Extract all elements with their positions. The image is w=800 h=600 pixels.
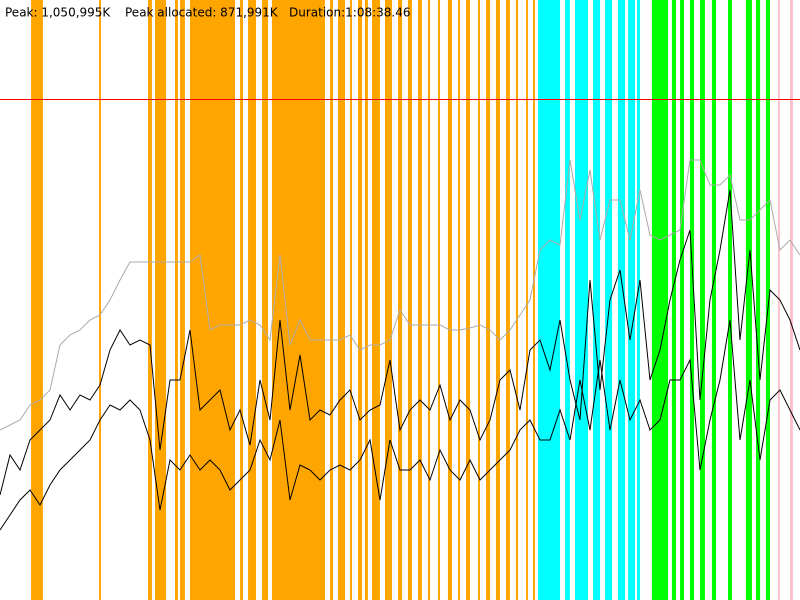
phase-band [357, 0, 363, 600]
phase-band [628, 0, 635, 600]
phase-band [728, 0, 732, 600]
phase-band [605, 0, 613, 600]
phase-band [148, 0, 152, 600]
phase-band [574, 0, 588, 600]
phase-band [384, 0, 392, 600]
phase-band [364, 0, 368, 600]
phase-band [350, 0, 352, 600]
phase-band [506, 0, 510, 600]
phase-band [371, 0, 380, 600]
phase-band [262, 0, 269, 600]
header: Peak: 1,050,995K Peak allocated: 871,991… [5, 6, 411, 20]
memory-lines [0, 159, 800, 531]
phase-band [248, 0, 257, 600]
phase-band [189, 0, 236, 600]
peak-allocated-label: Peak allocated: 871,991K [125, 6, 279, 20]
phase-band [465, 0, 471, 600]
phase-band [636, 0, 641, 600]
phase-band [458, 0, 460, 600]
memory-line [0, 189, 800, 496]
phase-band [271, 0, 325, 600]
phase-band [526, 0, 528, 600]
phase-band [533, 0, 535, 600]
phase-band [680, 0, 684, 600]
phase-band [180, 0, 185, 600]
phase-band [515, 0, 519, 600]
phase-band [447, 0, 453, 600]
phase-band [418, 0, 422, 600]
memory-line [0, 159, 800, 431]
phase-band [565, 0, 570, 600]
phase-bands [31, 0, 793, 600]
phase-band [700, 0, 705, 600]
phase-band [175, 0, 178, 600]
phase-band [756, 0, 761, 600]
phase-band [711, 0, 716, 600]
peak-label: Peak: 1,050,995K [5, 6, 111, 20]
phase-band [478, 0, 480, 600]
phase-band [99, 0, 102, 600]
phase-band [31, 0, 43, 600]
phase-band [593, 0, 601, 600]
phase-band [438, 0, 440, 600]
phase-band [777, 0, 780, 600]
memory-line [0, 319, 800, 531]
phase-band [617, 0, 626, 600]
phase-band [427, 0, 431, 600]
phase-band [671, 0, 676, 600]
phase-band [689, 0, 695, 600]
phase-band [240, 0, 244, 600]
phase-band [155, 0, 167, 600]
phase-band [398, 0, 403, 600]
phase-band [337, 0, 345, 600]
phase-band [538, 0, 561, 600]
duration-label: Duration:1:08:38.46 [289, 6, 411, 20]
phase-band [745, 0, 752, 600]
phase-band [486, 0, 491, 600]
phase-band [765, 0, 770, 600]
phase-band [330, 0, 333, 600]
phase-band [651, 0, 669, 600]
phase-band [790, 0, 793, 600]
phase-band [495, 0, 500, 600]
phase-band [407, 0, 412, 600]
